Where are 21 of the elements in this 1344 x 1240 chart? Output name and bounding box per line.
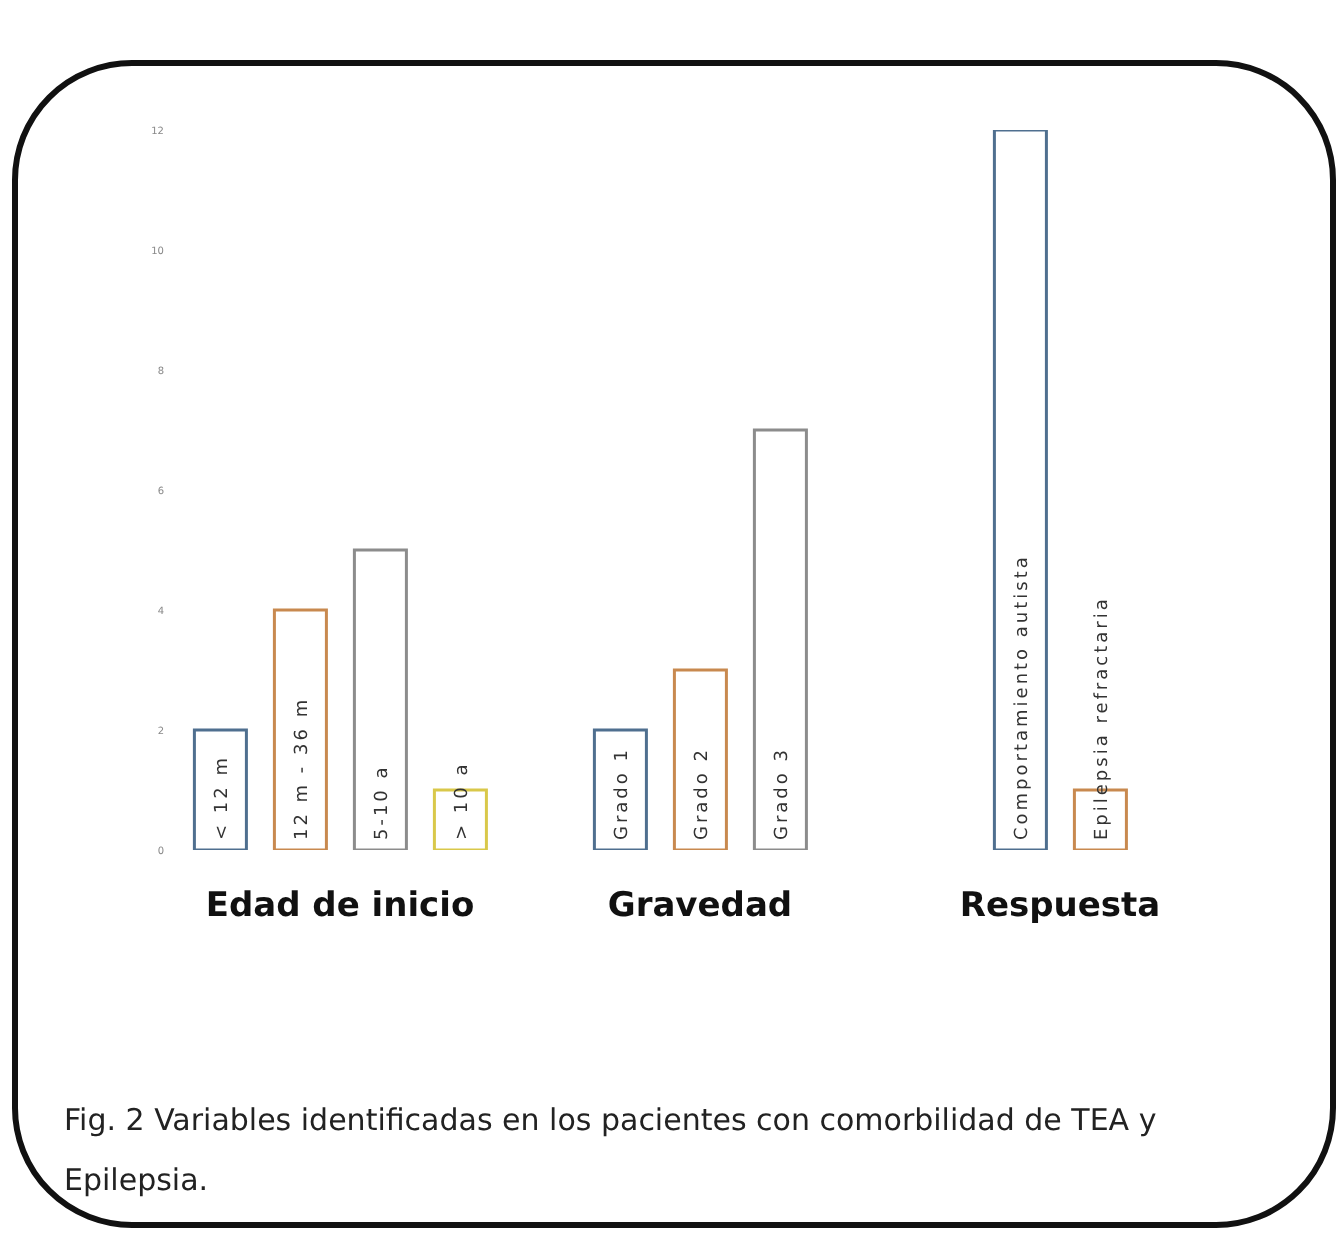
bar	[192, 728, 248, 850]
bar	[672, 668, 728, 850]
bar	[352, 548, 408, 850]
x-tick-label: 5-10 a	[373, 764, 394, 840]
x-tick-label: Epilepsia refractaria	[1093, 596, 1114, 840]
text: Edad de inicio	[203, 886, 477, 926]
x-tick-label: Grado 3	[773, 747, 794, 840]
caption: Fig. 2 Variables identificadas en los pacientes con comorbilidad de TEA y Epilepsia.	[64, 1100, 1159, 1202]
bar	[272, 608, 328, 850]
x-tick-label: 12 m - 36 m	[293, 696, 314, 840]
bar	[992, 130, 1048, 850]
x-tick-label: Grado 1	[613, 747, 634, 840]
bar	[752, 428, 808, 850]
bar	[592, 728, 648, 850]
x-tick-label: Comportamiento autista	[1013, 554, 1034, 840]
bar	[432, 788, 488, 850]
x-tick-label: Grado 2	[693, 747, 714, 840]
text: Respuesta	[957, 886, 1163, 926]
x-tick-label: < 12 m	[213, 755, 234, 840]
text: Gravedad	[605, 886, 795, 926]
x-tick-label: > 10 a	[453, 761, 474, 840]
